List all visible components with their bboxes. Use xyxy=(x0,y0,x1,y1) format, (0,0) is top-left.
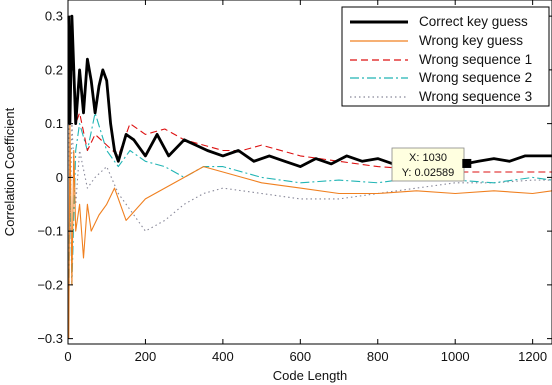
x-tick-label: 1200 xyxy=(518,349,547,364)
y-tick-label: 0.3 xyxy=(45,9,63,24)
y-tick-label: −0.1 xyxy=(37,224,63,239)
series-line-wrong-sequence-2 xyxy=(68,112,552,312)
datatip-box xyxy=(391,147,465,182)
datatip-x-label: X: 1030 xyxy=(409,152,447,164)
datatip[interactable]: X: 1030 Y: 0.02589 xyxy=(391,147,472,182)
x-tick-label: 1000 xyxy=(441,349,470,364)
legend-label-wrong-sequence-2: Wrong sequence 2 xyxy=(419,70,532,85)
y-axis-title: Correlation Coefficient xyxy=(2,107,17,236)
y-tick-label: 0 xyxy=(56,170,63,185)
series-line-wrong-sequence-3 xyxy=(68,69,552,232)
tick-layer: 0 200 400 600 800 1000 1200 −0.3 −0.2 −0.1 0 0.1 0.2… xyxy=(37,0,552,364)
y-tick-label: 0.2 xyxy=(45,62,63,77)
x-tick-label: 400 xyxy=(212,349,234,364)
y-tick-label: −0.2 xyxy=(37,277,63,292)
series-line-wrong-key-guess xyxy=(68,123,552,339)
y-tick-label: −0.3 xyxy=(37,331,63,346)
x-tick-label: 800 xyxy=(367,349,389,364)
y-tick-label: 0.1 xyxy=(45,116,63,131)
legend: Correct key guess Wrong key guess Wrong … xyxy=(341,6,550,107)
datatip-marker[interactable] xyxy=(462,158,472,168)
x-tick-label: 600 xyxy=(289,349,311,364)
x-tick-label: 200 xyxy=(135,349,157,364)
datatip-y-label: Y: 0.02589 xyxy=(402,167,455,179)
x-axis-title: Code Length xyxy=(273,368,347,383)
x-tick-label: 0 xyxy=(64,349,71,364)
legend-label-wrong-sequence-3: Wrong sequence 3 xyxy=(419,89,532,104)
legend-label-wrong-key-guess: Wrong key guess xyxy=(419,33,523,48)
plot-frame xyxy=(67,0,552,345)
legend-label-wrong-sequence-1: Wrong sequence 1 xyxy=(419,52,532,67)
legend-label-correct-key-guess: Correct key guess xyxy=(419,14,528,29)
